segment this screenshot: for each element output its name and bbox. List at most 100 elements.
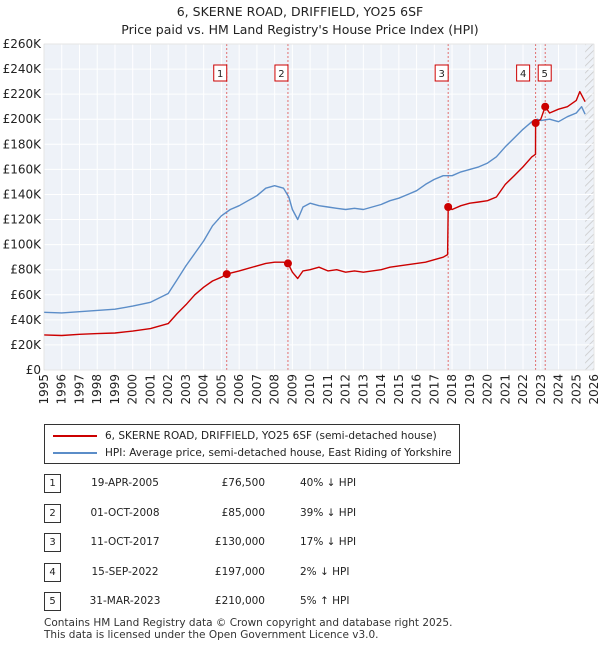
transaction-number: 1 (44, 474, 61, 493)
transaction-hpi-diff: 2% ↓ HPI (300, 565, 350, 578)
transaction-date: 11-OCT-2017 (90, 536, 160, 548)
transaction-label-box (537, 64, 552, 82)
legend-item-property: 6, SKERNE ROAD, DRIFFIELD, YO25 6SF (sem… (45, 428, 459, 444)
x-tick-label: 2023 (534, 374, 548, 405)
transaction-label-box (516, 64, 531, 82)
transaction-label-5: 5 (537, 64, 552, 82)
chart-title: 6, SKERNE ROAD, DRIFFIELD, YO25 6SF (176, 4, 424, 19)
y-tick-label: £0 (26, 363, 41, 377)
transaction-point (531, 118, 540, 127)
x-tick-label: 2013 (356, 374, 370, 405)
transaction-price: £76,500 (221, 477, 265, 489)
x-tick-label: 2018 (445, 374, 459, 405)
x-tick-label: 1998 (90, 374, 104, 405)
y-tick-label: £260K (3, 37, 43, 51)
x-tick-label: 1996 (55, 374, 69, 405)
x-tick-label: 2025 (569, 374, 583, 405)
y-tick-label: £140K (3, 187, 43, 201)
transaction-point (283, 259, 292, 268)
transaction-point (222, 270, 231, 279)
transaction-date: 15-SEP-2022 (91, 565, 159, 578)
transaction-date: 31-MAR-2023 (89, 595, 161, 607)
transaction-label-1: 1 (213, 64, 228, 82)
footer-licence: This data is licensed under the Open Gov… (44, 629, 379, 641)
legend-label-property: 6, SKERNE ROAD, DRIFFIELD, YO25 6SF (sem… (105, 430, 437, 442)
y-tick-label: £160K (3, 162, 43, 176)
transaction-number: 2 (44, 503, 61, 523)
x-tick-label: 2011 (321, 374, 335, 405)
x-tick-label: 2008 (268, 374, 282, 405)
transaction-number: 3 (44, 533, 61, 552)
y-tick-label: £220K (3, 87, 43, 101)
transaction-label-number: 2 (278, 69, 284, 80)
x-tick-label: 2021 (498, 374, 512, 405)
x-tick-label: 1999 (108, 374, 122, 405)
x-tick-label: 2010 (303, 374, 317, 405)
legend-swatch-hpi (53, 452, 97, 454)
transaction-hpi-diff: 40% ↓ HPI (300, 477, 357, 489)
transaction-price: £197,000 (214, 565, 265, 578)
plot-border (43, 43, 595, 371)
x-tick-label: 2006 (232, 374, 246, 405)
x-tick-label: 2024 (552, 374, 566, 405)
legend-swatch-property (53, 435, 97, 437)
legend-item-hpi: HPI: Average price, semi-detached house,… (45, 445, 459, 461)
y-tick-label: £180K (3, 137, 43, 151)
y-tick-label: £20K (10, 338, 42, 352)
y-tick-label: £80K (10, 263, 42, 277)
y-tick-label: £240K (3, 62, 43, 76)
transaction-number: 4 (44, 562, 61, 582)
forecast-hatch (585, 44, 594, 370)
transaction-price: £130,000 (214, 536, 265, 548)
transaction-hpi-diff: 17% ↓ HPI (300, 536, 357, 548)
x-tick-label: 2003 (179, 374, 193, 405)
x-tick-label: 2007 (250, 374, 264, 405)
footer-copyright: Contains HM Land Registry data © Crown c… (44, 617, 453, 629)
x-tick-label: 2002 (161, 374, 175, 405)
x-tick-label: 2000 (126, 374, 140, 405)
transaction-label-3: 3 (434, 64, 449, 82)
transaction-label-box (213, 64, 228, 82)
transaction-label-number: 1 (217, 69, 223, 80)
y-tick-label: £200K (3, 112, 43, 126)
transaction-row: 4 15-SEP-2022 £197,000 2% ↓ HPI (0, 562, 600, 585)
transaction-date: 19-APR-2005 (91, 477, 159, 489)
transaction-date: 01-OCT-2008 (90, 506, 160, 519)
transaction-point (541, 102, 550, 111)
legend-label-hpi: HPI: Average price, semi-detached house,… (105, 447, 452, 459)
x-tick-label: 1995 (37, 374, 51, 405)
transaction-row: 5 31-MAR-2023 £210,000 5% ↑ HPI (0, 592, 600, 614)
x-tick-label: 2017 (427, 374, 441, 405)
transaction-label-box (274, 64, 289, 82)
y-tick-label: £60K (10, 288, 42, 302)
transaction-label-2: 2 (274, 64, 289, 82)
transaction-row: 1 19-APR-2005 £76,500 40% ↓ HPI (0, 474, 600, 496)
x-tick-label: 2014 (374, 374, 388, 405)
transaction-price: £85,000 (221, 506, 265, 519)
transaction-row: 3 11-OCT-2017 £130,000 17% ↓ HPI (0, 533, 600, 555)
transaction-hpi-diff: 39% ↓ HPI (300, 506, 357, 519)
x-tick-label: 2001 (143, 374, 157, 405)
y-tick-label: £40K (10, 313, 42, 327)
x-tick-label: 2012 (339, 374, 353, 405)
transaction-label-number: 3 (438, 69, 444, 80)
y-tick-label: £100K (3, 238, 43, 252)
chart-subtitle: Price paid vs. HM Land Registry's House … (121, 22, 479, 37)
transaction-point (444, 203, 453, 211)
x-tick-label: 2026 (587, 374, 600, 405)
transaction-label-4: 4 (516, 64, 531, 82)
transaction-row: 2 01-OCT-2008 £85,000 39% ↓ HPI (0, 503, 600, 526)
y-tick-label: £120K (3, 213, 43, 227)
transaction-label-number: 4 (520, 69, 526, 80)
x-tick-label: 2022 (516, 374, 530, 405)
x-tick-label: 2016 (410, 374, 424, 405)
x-tick-label: 1997 (72, 374, 86, 405)
x-tick-label: 2015 (392, 374, 406, 405)
x-tick-label: 2020 (481, 374, 495, 405)
x-tick-label: 2019 (463, 374, 477, 405)
transaction-price: £210,000 (214, 595, 265, 607)
series-line-property (43, 90, 586, 337)
plot-area (44, 44, 594, 370)
legend: 6, SKERNE ROAD, DRIFFIELD, YO25 6SF (sem… (44, 424, 460, 464)
x-tick-label: 2005 (214, 374, 228, 405)
